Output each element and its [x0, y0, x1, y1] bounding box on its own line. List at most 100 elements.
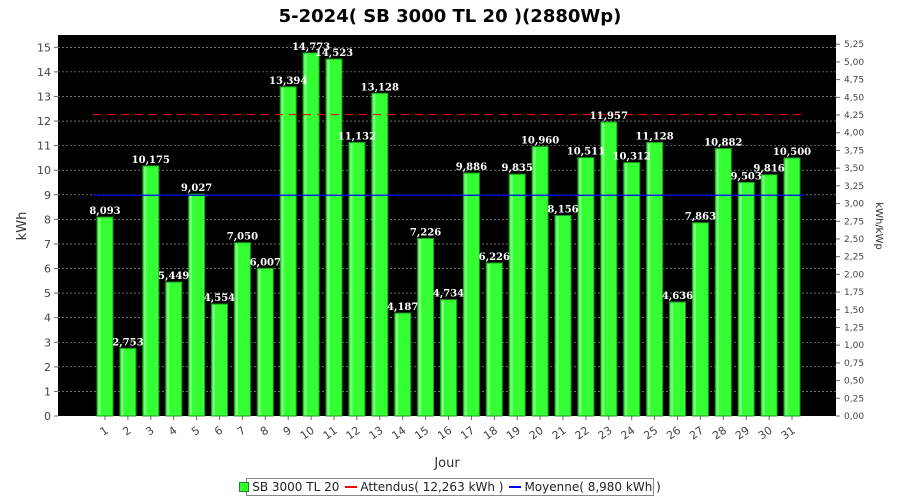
y2-tick-label: 4,50 — [844, 93, 864, 103]
x-tick-label: 18 — [481, 424, 500, 443]
data-label: 6,007 — [250, 257, 281, 268]
bar-highlight — [716, 149, 719, 415]
legend-label-average: Moyenne( 8,980 kWh ) — [524, 480, 661, 494]
x-tick-label: 28 — [710, 424, 729, 443]
legend-label-production: SB 3000 TL 20 — [252, 480, 340, 494]
bar-highlight — [350, 143, 353, 415]
y2-tick-label: 2,00 — [844, 270, 864, 280]
data-label: 11,957 — [590, 111, 628, 122]
data-label: 4,734 — [433, 289, 464, 300]
y2-tick-label: 4,75 — [844, 76, 864, 86]
y2-tick-label: 4,00 — [844, 129, 864, 139]
bar-highlight — [442, 300, 444, 415]
x-tick-label: 29 — [733, 424, 752, 443]
data-label: 9,503 — [731, 171, 762, 182]
legend-line-average — [509, 486, 522, 488]
y-tick-label: 11 — [37, 140, 51, 153]
y2-tick-label: 4,25 — [844, 111, 864, 121]
x-tick-label: 5 — [189, 424, 202, 439]
bar-highlight — [327, 60, 330, 415]
y2-tick-label: 1,75 — [844, 288, 864, 298]
x-tick-label: 17 — [458, 424, 477, 443]
data-label: 11,132 — [338, 131, 376, 142]
chart-title: 5-2024( SB 3000 TL 20 )(2880Wp) — [279, 6, 622, 27]
data-label: 14,773 — [292, 42, 330, 53]
y2-tick-label: 2,75 — [844, 217, 864, 227]
bar-highlight — [510, 175, 513, 415]
data-label: 5,449 — [158, 271, 189, 282]
x-tick-label: 2 — [120, 424, 133, 439]
bar-highlight — [258, 269, 261, 415]
x-axis-ticks: 1 2 3 4 5 6 7 8 9 10 11 12 13 14 15 16 17 18 19 20 21 22 23 24 2… — [98, 416, 798, 442]
y2-tick-label: 0,75 — [844, 359, 864, 369]
bar-highlight — [213, 305, 215, 415]
x-tick-label: 26 — [664, 424, 683, 443]
bar-highlight — [419, 239, 422, 415]
bar-highlight — [625, 163, 628, 415]
bars — [96, 52, 801, 417]
data-label: 10,500 — [773, 147, 811, 158]
data-label: 7,863 — [685, 212, 716, 223]
bar-highlight — [190, 195, 193, 415]
bar-highlight — [671, 303, 673, 415]
x-tick-label: 31 — [779, 424, 798, 443]
bar-highlight — [235, 243, 238, 415]
y2-tick-label: 2,50 — [844, 235, 864, 245]
y2-tick-label: 2,25 — [844, 253, 864, 263]
bar-highlight — [121, 349, 124, 415]
y-axis-label: kWh — [15, 212, 30, 241]
x-tick-label: 1 — [98, 424, 111, 439]
y-tick-label: 9 — [44, 189, 51, 202]
y-tick-label: 0 — [44, 410, 51, 423]
legend: SB 3000 TL 20 Attendus( 12,263 kWh ) Moy… — [239, 478, 661, 496]
legend-swatch-production — [239, 482, 250, 492]
y-tick-label: 15 — [37, 41, 51, 54]
data-label: 10,960 — [521, 136, 559, 147]
y-tick-label: 5 — [44, 287, 51, 300]
data-label: 9,835 — [502, 163, 533, 174]
bar-highlight — [464, 173, 467, 415]
y2-tick-label: 1,25 — [844, 323, 864, 333]
data-label: 8,093 — [89, 206, 120, 217]
y2-tick-label: 0,00 — [844, 412, 864, 422]
x-tick-label: 14 — [389, 424, 408, 443]
data-label: 7,226 — [410, 227, 441, 238]
data-label: 11,128 — [635, 131, 673, 142]
y2-tick-label: 0,50 — [844, 377, 864, 387]
y2-tick-label: 1,00 — [844, 341, 864, 351]
y-tick-label: 8 — [44, 213, 51, 226]
bar-highlight — [579, 158, 582, 415]
bar-highlight — [98, 218, 101, 415]
x-tick-label: 16 — [435, 424, 454, 443]
y-tick-label: 14 — [37, 66, 51, 79]
legend-line-expected — [345, 486, 358, 488]
y-tick-label: 10 — [37, 164, 51, 177]
bar-highlight — [693, 223, 696, 415]
bar-highlight — [556, 216, 559, 415]
bar-highlight — [602, 123, 605, 415]
x-tick-label: 22 — [573, 424, 592, 443]
data-label: 14,523 — [315, 48, 353, 59]
bar-highlight — [167, 283, 170, 415]
x-tick-label: 30 — [756, 424, 775, 443]
y-tick-label: 1 — [44, 385, 51, 398]
reference-lines — [93, 113, 804, 196]
legend-item-production: SB 3000 TL 20 — [239, 480, 339, 494]
data-labels: 8,093 2,753 10,175 5,449 9,027 4,554 7,050 6,00… — [89, 42, 811, 348]
x-tick-label: 9 — [281, 424, 294, 439]
x-tick-label: 13 — [367, 424, 386, 443]
data-label: 4,554 — [204, 293, 235, 304]
y-tick-label: 12 — [37, 115, 51, 128]
data-label: 10,175 — [132, 155, 170, 166]
data-label: 9,816 — [753, 164, 784, 175]
data-label: 4,187 — [387, 302, 418, 313]
bar-highlight — [144, 166, 147, 415]
data-label: 4,636 — [662, 291, 693, 302]
y2-tick-label: 0,25 — [844, 394, 864, 404]
bar-highlight — [648, 143, 651, 415]
y2-axis-ticks: 0,00 0,25 0,50 0,75 1,00 1,25 1,50 1,75 2,00 2,25… — [836, 40, 864, 422]
y2-tick-label: 3,00 — [844, 200, 864, 210]
data-label: 9,027 — [181, 183, 212, 194]
